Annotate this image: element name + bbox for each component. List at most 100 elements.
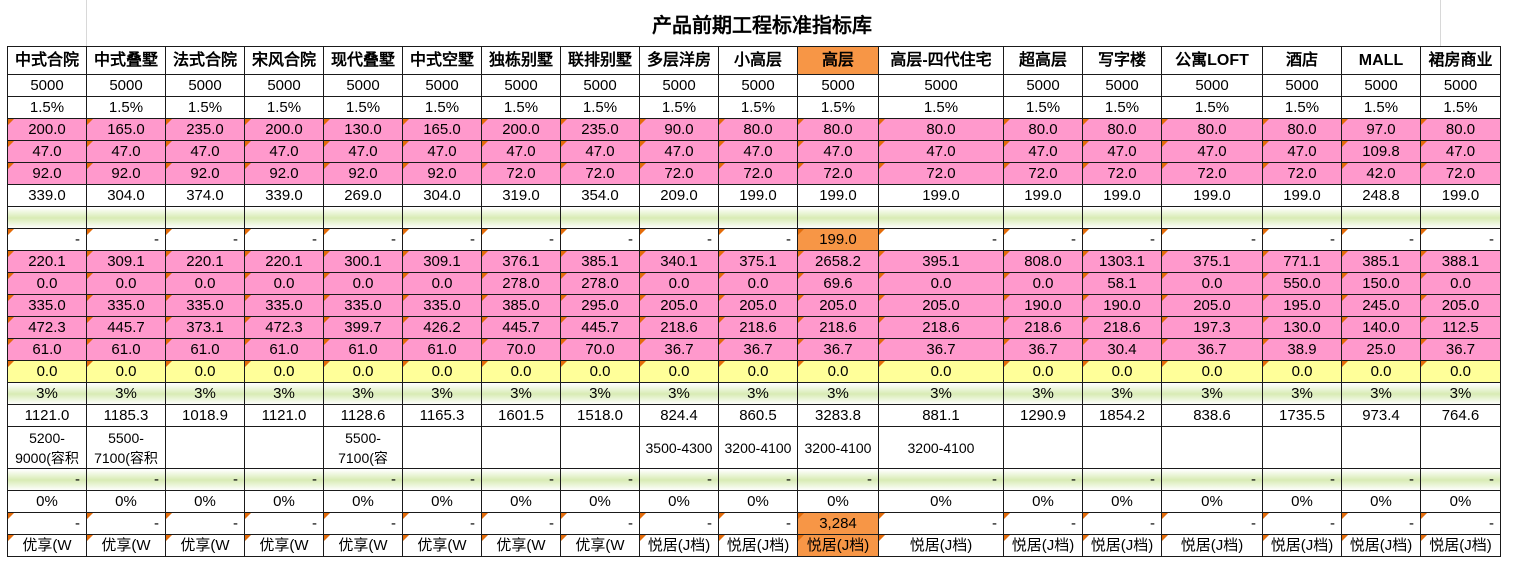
table-cell[interactable]: 3% [7,382,87,405]
table-cell[interactable]: - [402,468,482,491]
table-cell[interactable]: 36.7 [718,338,798,361]
table-cell[interactable]: 5000 [165,74,245,97]
table-cell[interactable]: 771.1 [1262,250,1342,273]
column-header[interactable]: 现代叠墅 [323,46,403,75]
table-cell[interactable]: - [560,228,640,251]
table-cell[interactable]: 0.0 [797,360,879,383]
table-cell[interactable]: - [7,468,87,491]
column-header[interactable]: 宋风合院 [244,46,324,75]
table-cell[interactable]: 445.7 [481,316,561,339]
table-cell[interactable]: 1303.1 [1082,250,1162,273]
table-cell[interactable]: 0% [1082,490,1162,513]
table-cell[interactable]: 47.0 [718,140,798,163]
table-cell[interactable] [323,206,403,229]
table-cell[interactable]: 5000 [1161,74,1263,97]
table-cell[interactable] [481,426,561,469]
table-cell[interactable]: 0% [165,490,245,513]
table-cell[interactable]: 5000 [1341,74,1421,97]
table-cell[interactable]: 5000 [1003,74,1083,97]
table-cell[interactable]: 5000 [560,74,640,97]
table-cell[interactable]: 218.6 [1082,316,1162,339]
table-cell[interactable]: 悦居(J档) [878,534,1004,557]
table-cell[interactable]: 0% [7,490,87,513]
table-cell[interactable] [560,426,640,469]
table-cell[interactable]: 0.0 [323,272,403,295]
column-header[interactable]: 公寓LOFT [1161,46,1263,75]
table-cell[interactable]: 838.6 [1161,404,1263,427]
table-cell[interactable]: - [1341,512,1421,535]
table-cell[interactable]: - [560,512,640,535]
table-cell[interactable]: 339.0 [244,184,324,207]
table-cell[interactable]: 0.0 [560,360,640,383]
column-header[interactable]: 酒店 [1262,46,1342,75]
table-cell[interactable]: 80.0 [878,118,1004,141]
table-cell[interactable]: 385.0 [481,294,561,317]
table-cell[interactable]: 69.6 [797,272,879,295]
table-cell[interactable]: 3200-4100 [797,426,879,469]
table-cell[interactable]: 1121.0 [244,404,324,427]
table-cell[interactable]: - [1161,228,1263,251]
table-cell[interactable]: 0% [878,490,1004,513]
table-cell[interactable]: - [1262,512,1342,535]
table-cell[interactable]: 92.0 [165,162,245,185]
table-cell[interactable]: 218.6 [1003,316,1083,339]
table-cell[interactable]: 860.5 [718,404,798,427]
table-cell[interactable]: 0.0 [718,272,798,295]
table-cell[interactable]: 881.1 [878,404,1004,427]
table-cell[interactable]: 1128.6 [323,404,403,427]
table-cell[interactable]: 3% [1420,382,1501,405]
table-cell[interactable]: - [323,512,403,535]
table-cell[interactable]: 5000 [639,74,719,97]
table-cell[interactable]: 47.0 [86,140,166,163]
table-cell[interactable]: 0.0 [1262,360,1342,383]
table-cell[interactable]: - [1262,228,1342,251]
table-cell[interactable]: - [639,228,719,251]
column-header[interactable]: 多层洋房 [639,46,719,75]
table-cell[interactable] [1341,426,1421,469]
table-cell[interactable]: 1.5% [1161,96,1263,119]
table-cell[interactable]: 1.5% [402,96,482,119]
table-cell[interactable]: 0% [718,490,798,513]
table-cell[interactable]: - [244,512,324,535]
table-cell[interactable]: - [481,512,561,535]
table-cell[interactable]: 1290.9 [1003,404,1083,427]
table-cell[interactable]: 36.7 [1003,338,1083,361]
table-cell[interactable]: - [1003,468,1083,491]
table-cell[interactable]: 3% [797,382,879,405]
table-cell[interactable]: 0.0 [718,360,798,383]
table-cell[interactable]: 47.0 [7,140,87,163]
table-cell[interactable]: - [797,468,879,491]
table-cell[interactable]: 悦居(J档) [1161,534,1263,557]
table-cell[interactable]: 1854.2 [1082,404,1162,427]
table-cell[interactable]: 1018.9 [165,404,245,427]
table-cell[interactable]: 72.0 [639,162,719,185]
table-cell[interactable]: 47.0 [1262,140,1342,163]
table-cell[interactable]: 1.5% [1420,96,1501,119]
table-cell[interactable]: 47.0 [165,140,245,163]
table-cell[interactable]: 92.0 [86,162,166,185]
table-cell[interactable] [878,206,1004,229]
table-cell[interactable]: 1185.3 [86,404,166,427]
table-cell[interactable]: - [1420,228,1501,251]
table-cell[interactable]: 58.1 [1082,272,1162,295]
table-cell[interactable]: 36.7 [797,338,879,361]
table-cell[interactable]: 5000 [1420,74,1501,97]
table-cell[interactable]: 197.3 [1161,316,1263,339]
table-cell[interactable]: 3% [323,382,403,405]
table-cell[interactable]: 悦居(J档) [1003,534,1083,557]
table-cell[interactable]: - [1082,228,1162,251]
table-cell[interactable]: 205.0 [797,294,879,317]
table-cell[interactable]: 优享(W [7,534,87,557]
table-cell[interactable]: 373.1 [165,316,245,339]
table-cell[interactable]: 72.0 [878,162,1004,185]
table-cell[interactable]: 335.0 [323,294,403,317]
table-cell[interactable]: 5000 [718,74,798,97]
table-cell[interactable]: 61.0 [244,338,324,361]
table-cell[interactable] [1161,206,1263,229]
table-cell[interactable]: 47.0 [1420,140,1501,163]
table-cell[interactable]: 47.0 [323,140,403,163]
table-cell[interactable]: 72.0 [1003,162,1083,185]
table-cell[interactable]: 72.0 [718,162,798,185]
table-cell[interactable]: 72.0 [481,162,561,185]
table-cell[interactable]: - [718,512,798,535]
